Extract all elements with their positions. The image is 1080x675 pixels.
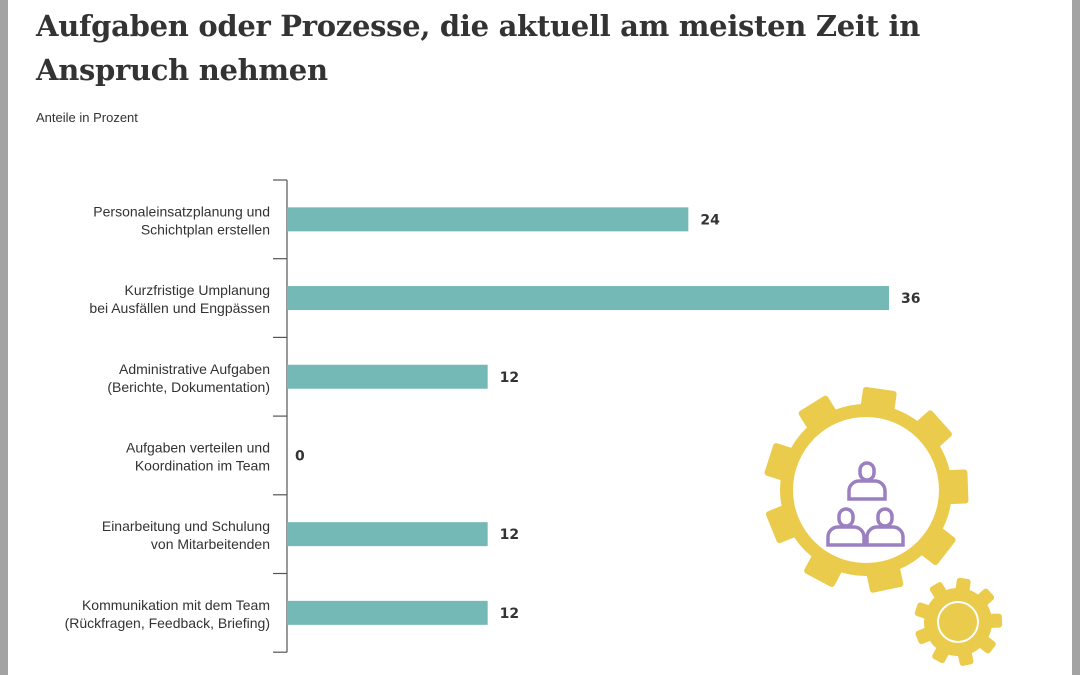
category-label: (Rückfragen, Feedback, Briefing) [65, 615, 270, 631]
category-label: Koordination im Team [135, 457, 270, 473]
category-label: Kurzfristige Umplanung [124, 282, 270, 298]
bar [287, 286, 889, 311]
person-icon [826, 507, 866, 547]
category-label: bei Ausfällen und Engpässen [89, 300, 270, 316]
person-icon [865, 507, 905, 547]
chart-subtitle: Anteile in Prozent [36, 110, 138, 125]
category-label: Schichtplan erstellen [141, 221, 270, 237]
bar [287, 600, 488, 625]
person-icon [847, 461, 887, 501]
data-label: 24 [700, 212, 720, 228]
data-label: 12 [500, 370, 519, 386]
category-label: Aufgaben verteilen und [126, 439, 270, 455]
data-label: 36 [901, 291, 920, 307]
bar [287, 364, 488, 389]
data-label: 0 [295, 448, 305, 464]
category-label: (Berichte, Dokumentation) [107, 379, 270, 395]
data-label: 12 [500, 527, 519, 543]
category-label: von Mitarbeitenden [151, 536, 270, 552]
category-label: Personaleinsatzplanung und [93, 203, 270, 219]
small-gear-icon [914, 577, 1003, 666]
bar [287, 207, 689, 232]
gears-with-team-hierarchy-icon [764, 387, 1003, 666]
data-label: 12 [500, 606, 519, 622]
chart-title: Aufgaben oder Prozesse, die aktuell am m… [36, 9, 921, 87]
category-label: Administrative Aufgaben [119, 361, 270, 377]
bar [287, 522, 488, 547]
category-label: Kommunikation mit dem Team [82, 597, 270, 613]
left-border [0, 0, 8, 675]
category-label: Einarbeitung und Schulung [102, 518, 270, 534]
right-border [1072, 0, 1080, 675]
